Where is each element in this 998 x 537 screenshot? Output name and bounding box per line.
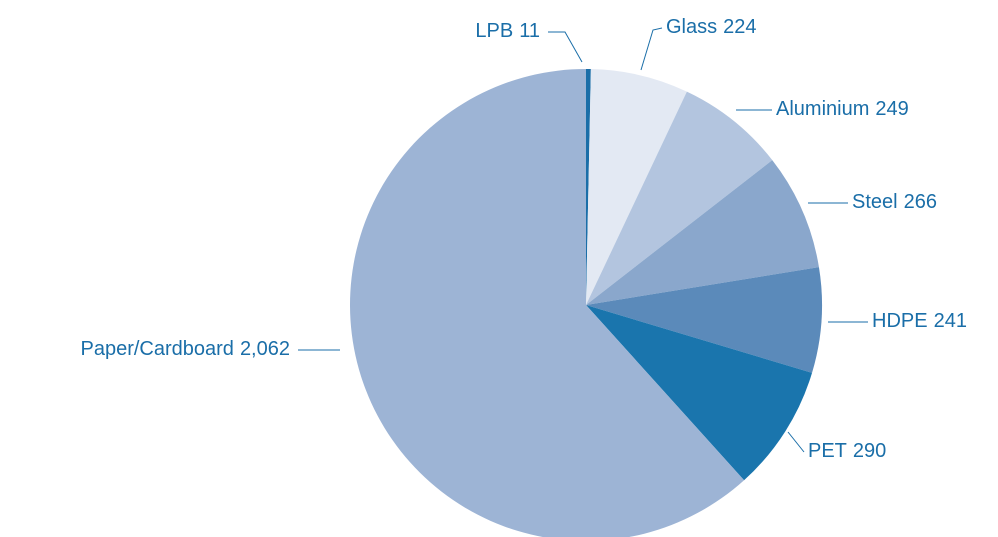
pie-slice [586, 91, 773, 305]
slice-label: LPB 11 [475, 20, 540, 42]
leader-line [787, 431, 805, 453]
leader-line [640, 27, 663, 71]
slice-label-value: 11 [519, 20, 540, 42]
slice-label-name: Steel [852, 191, 898, 213]
slice-label-value: 266 [904, 191, 937, 213]
slice-label: HDPE 241 [872, 310, 967, 332]
slice-label-value: 224 [723, 16, 756, 38]
pie-slice [350, 69, 745, 537]
slice-label-value: 2,062 [240, 338, 290, 360]
pie-slice [586, 305, 813, 481]
slice-label-value: 249 [875, 98, 908, 120]
leader-line [548, 31, 583, 63]
slice-label-name: PET [808, 440, 847, 462]
slice-label-name: Glass [666, 16, 717, 38]
slice-label-value: 290 [853, 440, 886, 462]
slice-label-name: Aluminium [776, 98, 869, 120]
slice-label: Aluminium 249 [776, 98, 909, 120]
slice-label-name: HDPE [872, 310, 928, 332]
slice-label: PET 290 [808, 440, 886, 462]
slice-label-name: LPB [475, 20, 513, 42]
pie-slice [586, 69, 591, 305]
slice-label: Glass 224 [666, 16, 757, 38]
slice-label-value: 241 [934, 310, 967, 332]
slice-label-name: Paper/Cardboard [81, 338, 234, 360]
pie-slice [586, 69, 687, 305]
pie-slice [586, 160, 819, 305]
slice-label: Paper/Cardboard 2,062 [81, 338, 291, 360]
slice-label: Steel 266 [852, 191, 937, 213]
pie-slice [586, 267, 822, 373]
